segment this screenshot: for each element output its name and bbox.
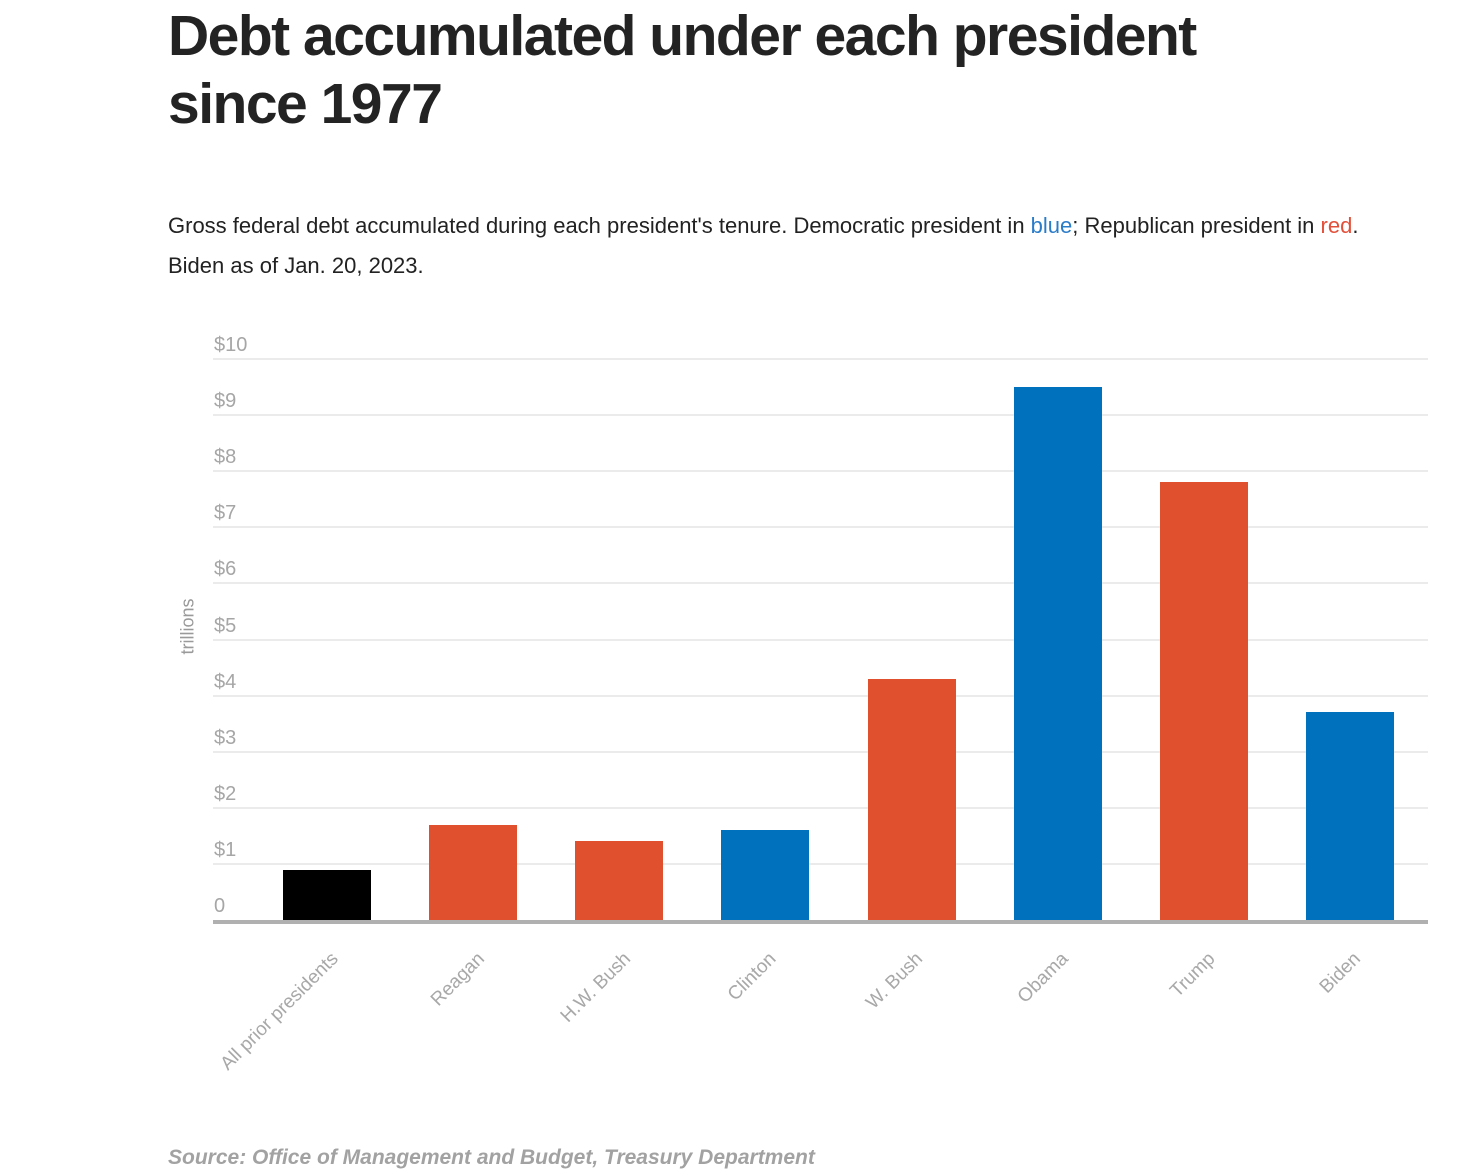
y-tick-label: $7 [214,502,237,525]
gridline [213,862,1428,865]
bar-reagan [429,824,518,920]
x-tick-label: Obama [1014,948,1073,1008]
chart-description: Gross federal debt accumulated during ea… [168,206,1408,286]
bar-w-bush [867,678,956,920]
bar-h-w-bush [575,841,664,920]
y-tick-label: $4 [214,670,237,693]
subtitle-segment: red [1320,213,1353,238]
subtitle-segment: ; Republican president in [1072,213,1321,238]
x-tick-label: W. Bush [861,948,927,1014]
bar-obama [1013,387,1102,920]
y-tick-label: $5 [214,614,237,637]
y-tick-label: $10 [214,334,248,356]
y-tick-label: $8 [214,446,237,469]
gridline [213,582,1428,585]
gridline [213,806,1428,809]
gridline [213,694,1428,697]
y-tick-label: $6 [214,558,237,581]
subtitle-segment: Gross federal debt accumulated during ea… [168,213,1031,238]
y-axis-label: trillions [177,598,198,655]
bar-all-prior-presidents [283,869,372,920]
gridline [213,638,1428,641]
x-tick-label: Biden [1316,948,1366,998]
gridline [213,750,1428,753]
x-tick-label: All prior presidents [216,948,343,1075]
y-tick-label: $1 [214,838,237,861]
x-tick-label: Clinton [724,948,781,1006]
x-axis-line [213,920,1428,924]
page-title: Debt accumulated under each president si… [168,4,1197,136]
bar-trump [1159,482,1248,920]
gridline [213,526,1428,529]
y-tick-label: $9 [214,390,237,413]
y-tick-label: 0 [214,895,226,917]
subtitle-segment: blue [1030,213,1073,238]
bar-clinton [721,830,810,920]
y-tick-label: $3 [214,726,237,749]
gridline [213,470,1428,473]
source-note: Source: Office of Management and Budget,… [168,1146,815,1169]
y-tick-label: $2 [214,782,237,805]
bar-biden [1305,712,1394,920]
gridline [213,358,1428,360]
x-tick-label: H.W. Bush [556,948,635,1027]
x-tick-label: Trump [1165,948,1220,1002]
subtitle-segment: . Biden as of Jan. 20, 2023. [168,213,1359,278]
gridline [213,414,1428,417]
x-tick-label: Reagan [426,948,489,1011]
